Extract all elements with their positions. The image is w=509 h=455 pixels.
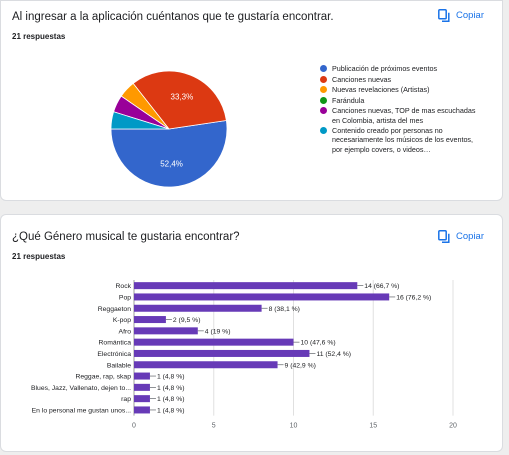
bar	[134, 327, 198, 335]
value-label: 8 (38,1 %)	[269, 306, 300, 313]
category-label: Reggae, rap, skap	[75, 374, 131, 381]
value-label: 1 (4,8 %)	[157, 374, 185, 381]
legend-item: Canciones nuevas, TOP de mas escuchadas …	[320, 106, 485, 125]
pie-slice	[110, 111, 170, 130]
question-title: ¿Qué Género musical te gustaria encontra…	[12, 231, 240, 243]
category-label: Romántica	[99, 340, 132, 347]
value-label: 1 (4,8 %)	[157, 385, 185, 392]
question-card-1: Al ingresar a la aplicación cuéntanos qu…	[0, 0, 503, 201]
legend-swatch	[320, 96, 327, 104]
category-label: Rock	[116, 283, 132, 290]
category-label: Pop	[119, 294, 131, 301]
category-label: K-pop	[113, 317, 131, 324]
bar	[134, 304, 262, 312]
bar	[134, 395, 150, 403]
copy-icon	[438, 230, 450, 243]
legend-item: Publicación de próximos eventos	[320, 64, 485, 73]
legend-item: Contenido creado por personas no necesar…	[320, 126, 485, 154]
copy-icon	[438, 9, 450, 22]
value-label: 9 (42,9 %)	[285, 362, 316, 369]
value-label: 16 (76,2 %)	[396, 294, 431, 301]
bar	[134, 349, 310, 357]
pie-slice	[110, 120, 228, 188]
bar	[134, 406, 150, 414]
legend-label: Nuevas revelaciones (Artistas)	[332, 85, 430, 95]
category-label: Electrónica	[97, 351, 131, 358]
legend-item: Canciones nuevas	[320, 75, 485, 84]
bar	[134, 383, 150, 391]
category-label: Reggaeton	[98, 306, 131, 313]
copy-button[interactable]: Copiar	[438, 230, 484, 243]
bar	[134, 372, 150, 380]
pie-slice-label: 33,3%	[171, 93, 194, 102]
pie-chart: 52,4% 33,3%	[110, 70, 228, 188]
legend-label: Publicación de próximos eventos	[332, 64, 438, 73]
legend-label: Canciones nuevas, TOP de mas escuchadas …	[332, 106, 476, 125]
value-label: 1 (4,8 %)	[157, 407, 185, 414]
copy-label: Copiar	[456, 10, 484, 21]
category-label: Blues, Jazz, Vallenato, dejen to...	[31, 385, 131, 392]
bar	[134, 338, 294, 346]
category-label: Bailable	[107, 362, 131, 369]
bar	[134, 293, 390, 301]
copy-label: Copiar	[456, 231, 484, 242]
value-label: 2 (9,5 %)	[173, 317, 201, 324]
question-card-2: ¿Qué Género musical te gustaria encontra…	[0, 214, 503, 452]
category-label: rap	[121, 396, 131, 403]
legend-label: Farándula	[332, 95, 365, 105]
legend-swatch	[320, 86, 327, 94]
value-label: 10 (47,6 %)	[301, 340, 336, 347]
legend-swatch	[320, 75, 327, 83]
value-label: 11 (52,4 %)	[316, 351, 351, 358]
legend-swatch	[320, 65, 327, 72]
pie-legend: Publicación de próximos eventos Canciones…	[320, 64, 485, 155]
category-label: Afro	[119, 328, 132, 335]
response-count: 21 respuestas	[12, 252, 66, 261]
legend-label: Canciones nuevas	[332, 74, 392, 84]
bar	[134, 282, 358, 290]
pie-slice-label: 52,4%	[160, 160, 183, 169]
legend-swatch	[320, 107, 327, 115]
value-label: 1 (4,8 %)	[157, 396, 185, 403]
response-count: 21 respuestas	[12, 32, 66, 41]
bar-chart: 0 5 10 15 20 Rock 14 (66,7 %) Pop 16 (76,2 %) Reg…	[31, 280, 457, 430]
bar	[134, 361, 278, 369]
category-label: En lo personal me gustan unos...	[32, 407, 131, 414]
x-tick-label: 0	[132, 423, 136, 430]
legend-item: Nuevas revelaciones (Artistas)	[320, 85, 485, 94]
x-tick-label: 15	[369, 423, 377, 430]
x-tick-label: 5	[212, 423, 216, 430]
legend-item: Farándula	[320, 96, 485, 105]
legend-swatch	[320, 127, 327, 135]
copy-button[interactable]: Copiar	[438, 9, 484, 22]
x-tick-label: 20	[449, 423, 457, 430]
pie-slice	[132, 70, 227, 130]
x-tick-label: 10	[290, 423, 298, 430]
value-label: 4 (19 %)	[205, 328, 231, 335]
legend-label: Contenido creado por personas no necesar…	[332, 126, 474, 154]
bar	[134, 316, 166, 324]
value-label: 14 (66,7 %)	[364, 283, 399, 290]
question-title: Al ingresar a la aplicación cuéntanos qu…	[12, 11, 334, 23]
